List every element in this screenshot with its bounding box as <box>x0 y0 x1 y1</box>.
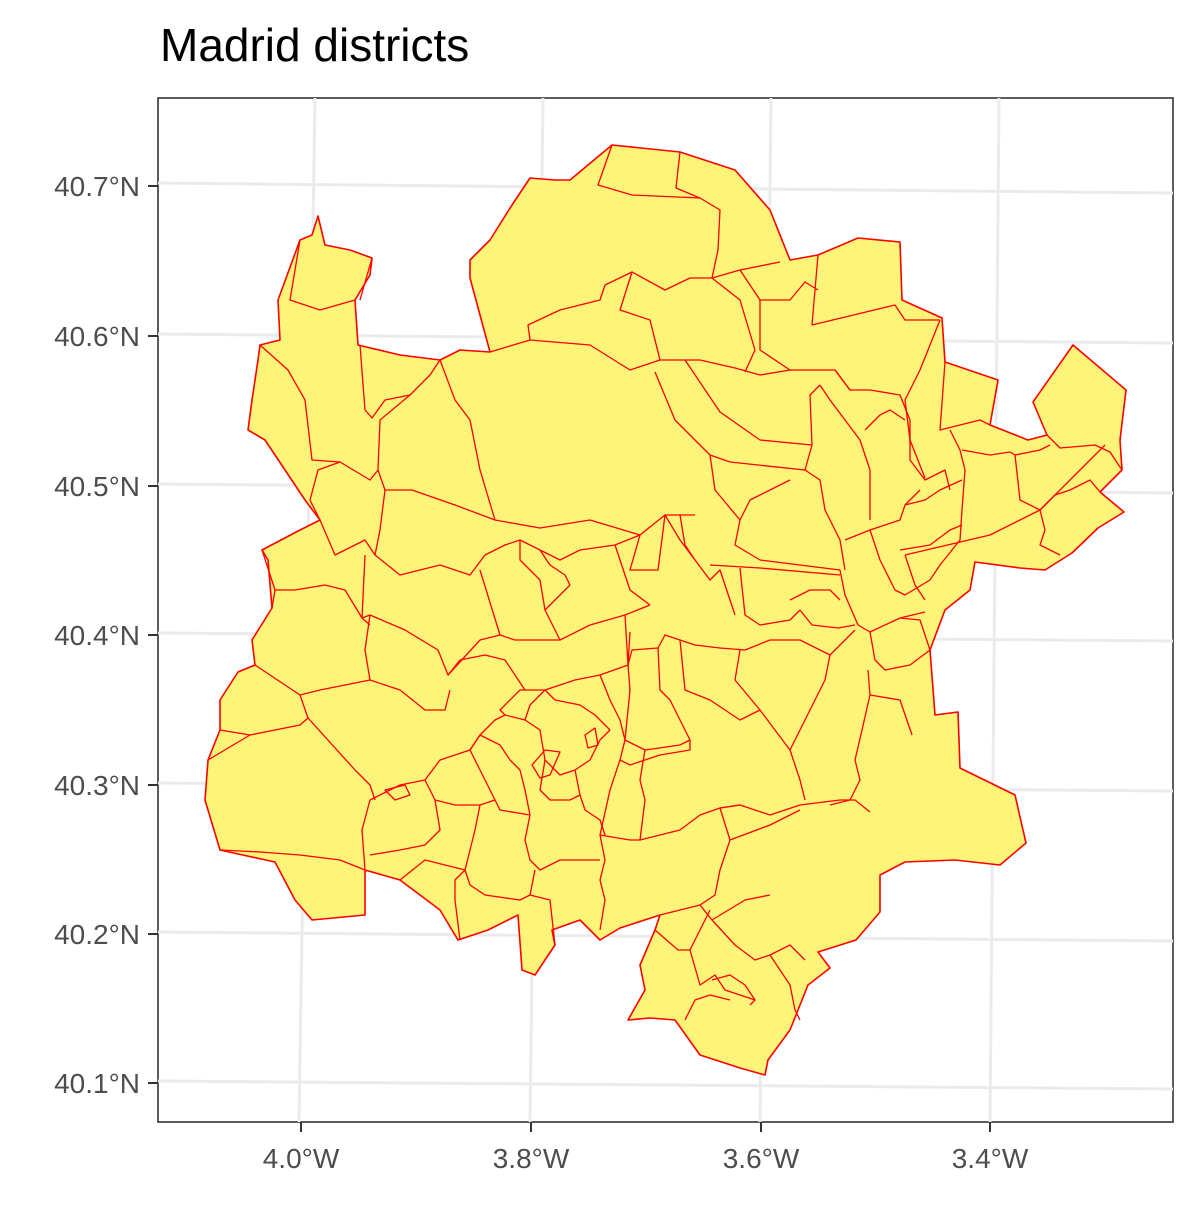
x-tick-labels: 4.0°W 3.8°W 3.6°W 3.4°W <box>263 1143 1029 1174</box>
y-tick-label: 40.4°N <box>54 620 140 651</box>
map-title: Madrid districts <box>160 19 470 71</box>
x-tick-label: 3.4°W <box>952 1143 1029 1174</box>
y-tick-label: 40.5°N <box>54 471 140 502</box>
x-tick-label: 4.0°W <box>263 1143 340 1174</box>
y-tick-label: 40.7°N <box>54 171 140 202</box>
district-boundaries <box>207 144 1123 1021</box>
y-tick-labels: 40.7°N 40.6°N 40.5°N 40.4°N 40.3°N 40.2°… <box>54 171 140 1099</box>
y-tick-marks <box>148 185 158 1084</box>
x-tick-label: 3.6°W <box>723 1143 800 1174</box>
x-tick-marks <box>300 1122 991 1132</box>
x-tick-label: 3.8°W <box>493 1143 570 1174</box>
y-tick-label: 40.6°N <box>54 321 140 352</box>
y-tick-label: 40.1°N <box>54 1068 140 1099</box>
y-tick-label: 40.2°N <box>54 919 140 950</box>
y-tick-label: 40.3°N <box>54 770 140 801</box>
